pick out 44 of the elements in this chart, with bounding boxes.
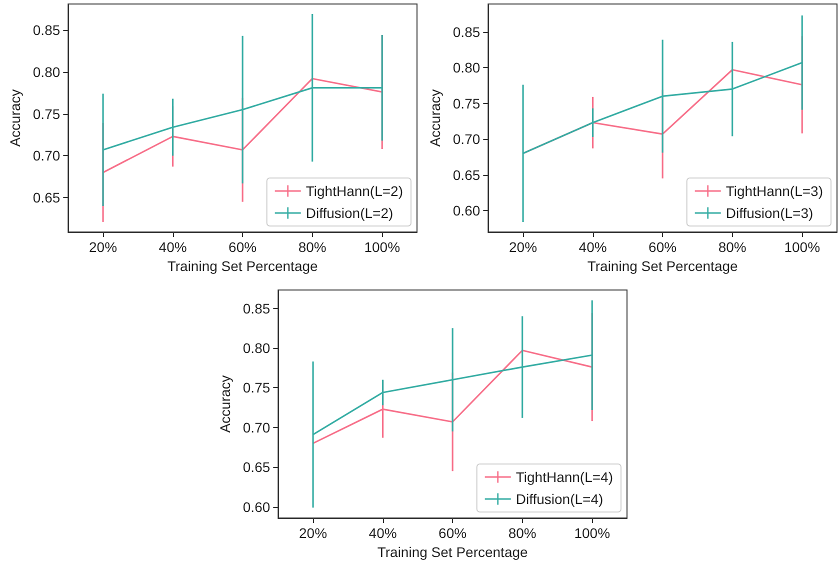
x-tick-label: 20%: [299, 525, 328, 541]
x-axis-title: Training Set Percentage: [377, 544, 528, 560]
x-tick-label: 20%: [509, 239, 538, 255]
y-tick-label: 0.85: [452, 24, 480, 40]
y-tick-label: 0.85: [242, 300, 270, 316]
x-tick-label: 40%: [368, 525, 397, 541]
y-tick-label: 0.85: [32, 22, 60, 38]
y-tick-label: 0.75: [242, 380, 270, 396]
x-tick-label: 80%: [508, 525, 536, 541]
legend-label: Diffusion(L=2): [306, 205, 394, 221]
legend-label: Diffusion(L=4): [516, 491, 604, 507]
x-tick-label: 60%: [648, 239, 677, 255]
legend-label: TightHann(L=2): [306, 183, 404, 199]
legend-label: TightHann(L=3): [726, 183, 824, 199]
y-tick-label: 0.60: [242, 498, 270, 515]
x-tick-label: 40%: [158, 239, 187, 255]
x-axis-title: Training Set Percentage: [587, 258, 738, 274]
x-axis-title: Training Set Percentage: [167, 258, 318, 274]
x-tick-label: 20%: [89, 239, 118, 255]
y-axis-title: Accuracy: [427, 89, 443, 147]
y-tick-label: 0.80: [452, 60, 480, 76]
y-tick-label: 0.70: [32, 148, 60, 164]
y-tick-label: 0.70: [452, 131, 480, 148]
x-tick-label: 100%: [574, 525, 610, 541]
x-tick-label: 60%: [438, 525, 467, 541]
x-tick-label: 80%: [718, 239, 746, 255]
y-tick-label: 0.80: [32, 64, 60, 80]
x-tick-label: 40%: [578, 239, 607, 255]
y-tick-label: 0.80: [242, 340, 270, 356]
x-tick-label: 60%: [228, 239, 257, 255]
y-axis-title: Accuracy: [7, 89, 23, 147]
y-axis-title: Accuracy: [217, 375, 233, 433]
y-tick-label: 0.70: [242, 419, 270, 436]
y-tick-label: 0.60: [452, 202, 480, 219]
y-tick-label: 0.65: [242, 459, 270, 476]
y-tick-label: 0.65: [452, 166, 480, 183]
x-tick-label: 100%: [784, 239, 820, 255]
y-tick-label: 0.75: [452, 95, 480, 112]
x-tick-label: 100%: [364, 239, 400, 255]
legend-label: Diffusion(L=3): [726, 205, 814, 221]
y-tick-label: 0.75: [32, 106, 60, 122]
x-tick-label: 80%: [298, 239, 326, 255]
y-tick-label: 0.65: [32, 190, 60, 206]
legend-label: TightHann(L=4): [516, 469, 614, 485]
